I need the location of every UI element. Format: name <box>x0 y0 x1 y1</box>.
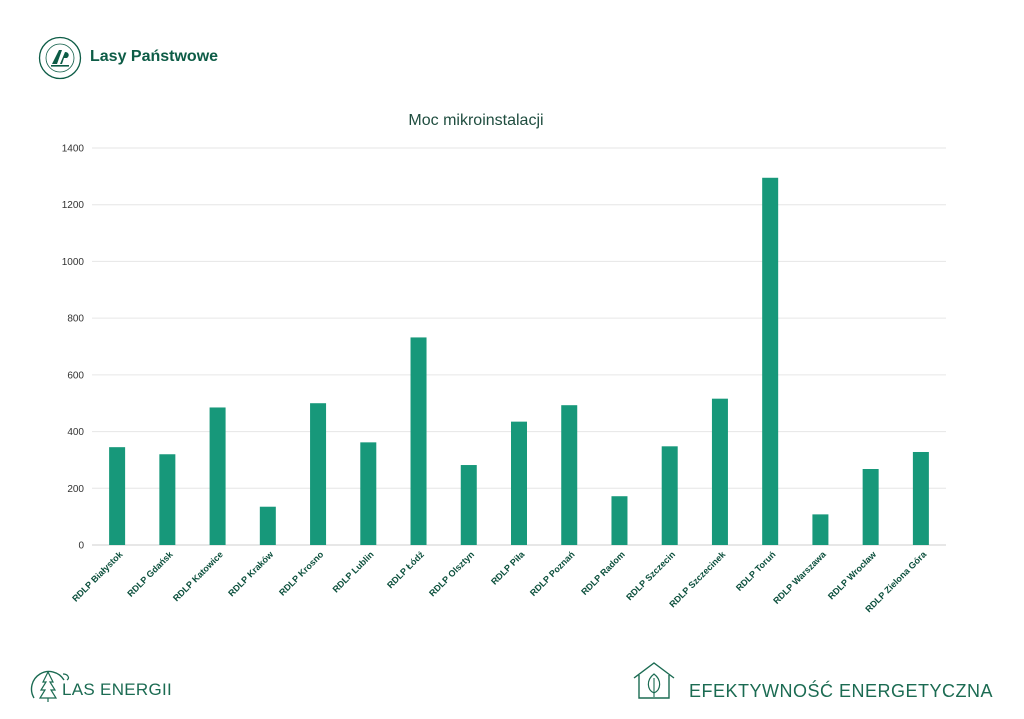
lasy-panstwowe-logo-icon <box>38 36 82 80</box>
x-tick-label: RDLP Szczecinek <box>667 549 728 610</box>
bar <box>360 442 377 545</box>
y-tick-label: 800 <box>67 314 84 325</box>
x-tick-label: RDLP Warszawa <box>771 549 828 606</box>
bar <box>511 421 527 545</box>
chart-title: Moc mikroinstalacji <box>408 112 544 129</box>
x-tick-label: RDLP Olsztyn <box>427 549 476 598</box>
y-tick-label: 0 <box>78 541 84 552</box>
bar <box>812 514 829 545</box>
x-tick-label: RDLP Radom <box>579 549 627 597</box>
x-tick-label: RDLP Lublin <box>331 549 376 594</box>
bar <box>661 446 678 545</box>
y-tick-label: 1000 <box>62 257 85 268</box>
brand-name: Lasy Państwowe <box>90 48 219 65</box>
bar <box>561 405 578 545</box>
bar <box>460 465 477 545</box>
y-tick-label: 1400 <box>62 144 85 155</box>
house-leaf-icon <box>633 662 675 699</box>
x-tick-label: RDLP Łódź <box>385 549 426 590</box>
las-energii-logo-icon <box>30 670 69 702</box>
bar <box>209 407 226 545</box>
bar <box>762 177 779 545</box>
bar <box>862 469 879 545</box>
bar <box>912 451 929 545</box>
x-tick-label: RDLP Krosno <box>277 549 326 598</box>
bar <box>611 496 628 545</box>
x-tick-label: RDLP Toruń <box>734 549 778 593</box>
las-energii-label: LAS ENERGII <box>62 680 173 699</box>
y-tick-label: 1200 <box>62 200 85 211</box>
x-tick-label: RDLP Piła <box>489 549 527 587</box>
y-tick-label: 200 <box>67 484 84 495</box>
bar <box>109 447 126 545</box>
bar <box>259 506 276 545</box>
x-tick-label: RDLP Kraków <box>226 549 276 599</box>
bar <box>711 398 728 545</box>
y-tick-label: 400 <box>67 427 84 438</box>
x-tick-label: RDLP Katowice <box>171 549 225 603</box>
bar <box>310 403 327 545</box>
y-tick-label: 600 <box>67 370 84 381</box>
bar <box>159 454 176 545</box>
bar <box>410 337 427 545</box>
x-tick-label: RDLP Szczecin <box>624 549 677 602</box>
x-tick-label: RDLP Wrocław <box>826 549 879 602</box>
x-tick-label: RDLP Białystok <box>70 549 125 604</box>
efektywnosc-energetyczna-label: EFEKTYWNOŚĆ ENERGETYCZNA <box>689 681 994 701</box>
x-tick-label: RDLP Gdańsk <box>125 549 175 599</box>
x-tick-label: RDLP Poznań <box>528 549 577 598</box>
